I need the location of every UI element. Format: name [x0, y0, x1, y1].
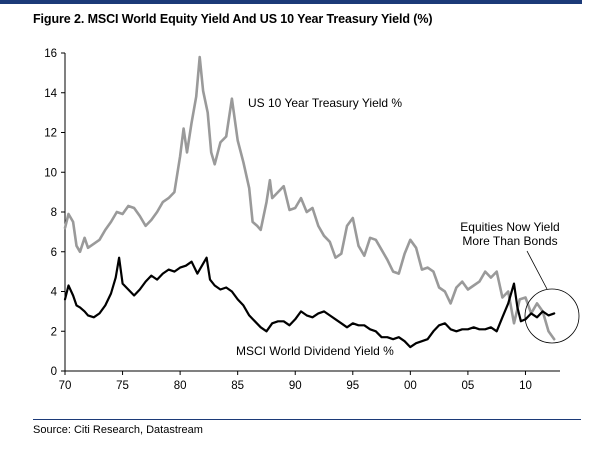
treasury-series-label: US 10 Year Treasury Yield %: [248, 96, 402, 110]
callout-circle: [524, 288, 580, 344]
x-tick-label: 05: [462, 380, 475, 392]
y-tick-label: 14: [44, 88, 57, 100]
dividend-series-label: MSCI World Dividend Yield %: [236, 344, 394, 358]
y-tick-label: 6: [51, 247, 57, 259]
x-tick-label: 80: [174, 380, 187, 392]
y-tick-label: 8: [51, 207, 57, 219]
source-rule: [33, 419, 581, 420]
y-ticks: 0 2 4 6 8 10 12 14 16: [44, 48, 65, 378]
y-tick-label: 4: [51, 287, 58, 299]
y-tick-label: 0: [51, 366, 57, 378]
x-tick-label: 95: [346, 380, 359, 392]
x-tick-label: 90: [289, 380, 302, 392]
series-layer: [63, 55, 556, 349]
x-tick-label: 00: [404, 380, 417, 392]
y-tick-label: 10: [44, 167, 57, 179]
y-tick-label: 16: [44, 48, 57, 60]
y-tick-label: 12: [44, 128, 57, 140]
source-note: Source: Citi Research, Datastream: [33, 424, 203, 436]
x-tick-label: 70: [59, 380, 72, 392]
y-tick-label: 2: [51, 326, 57, 338]
x-tick-label: 85: [231, 380, 244, 392]
dividend-yield-line: [63, 256, 556, 349]
x-tick-label: 75: [116, 380, 129, 392]
top-rule: [0, 0, 582, 4]
x-tick-label: 10: [519, 380, 532, 392]
callout-pointer: [526, 250, 548, 290]
x-ticks: 70 75 80 85 90 95 00 05 10: [59, 371, 532, 392]
chart-title: Figure 2. MSCI World Equity Yield And US…: [33, 12, 433, 26]
callout-text-line1: Equities Now Yield: [460, 220, 559, 234]
treasury-yield-line: [63, 55, 556, 341]
callout-text-line2: More Than Bonds: [462, 234, 557, 248]
